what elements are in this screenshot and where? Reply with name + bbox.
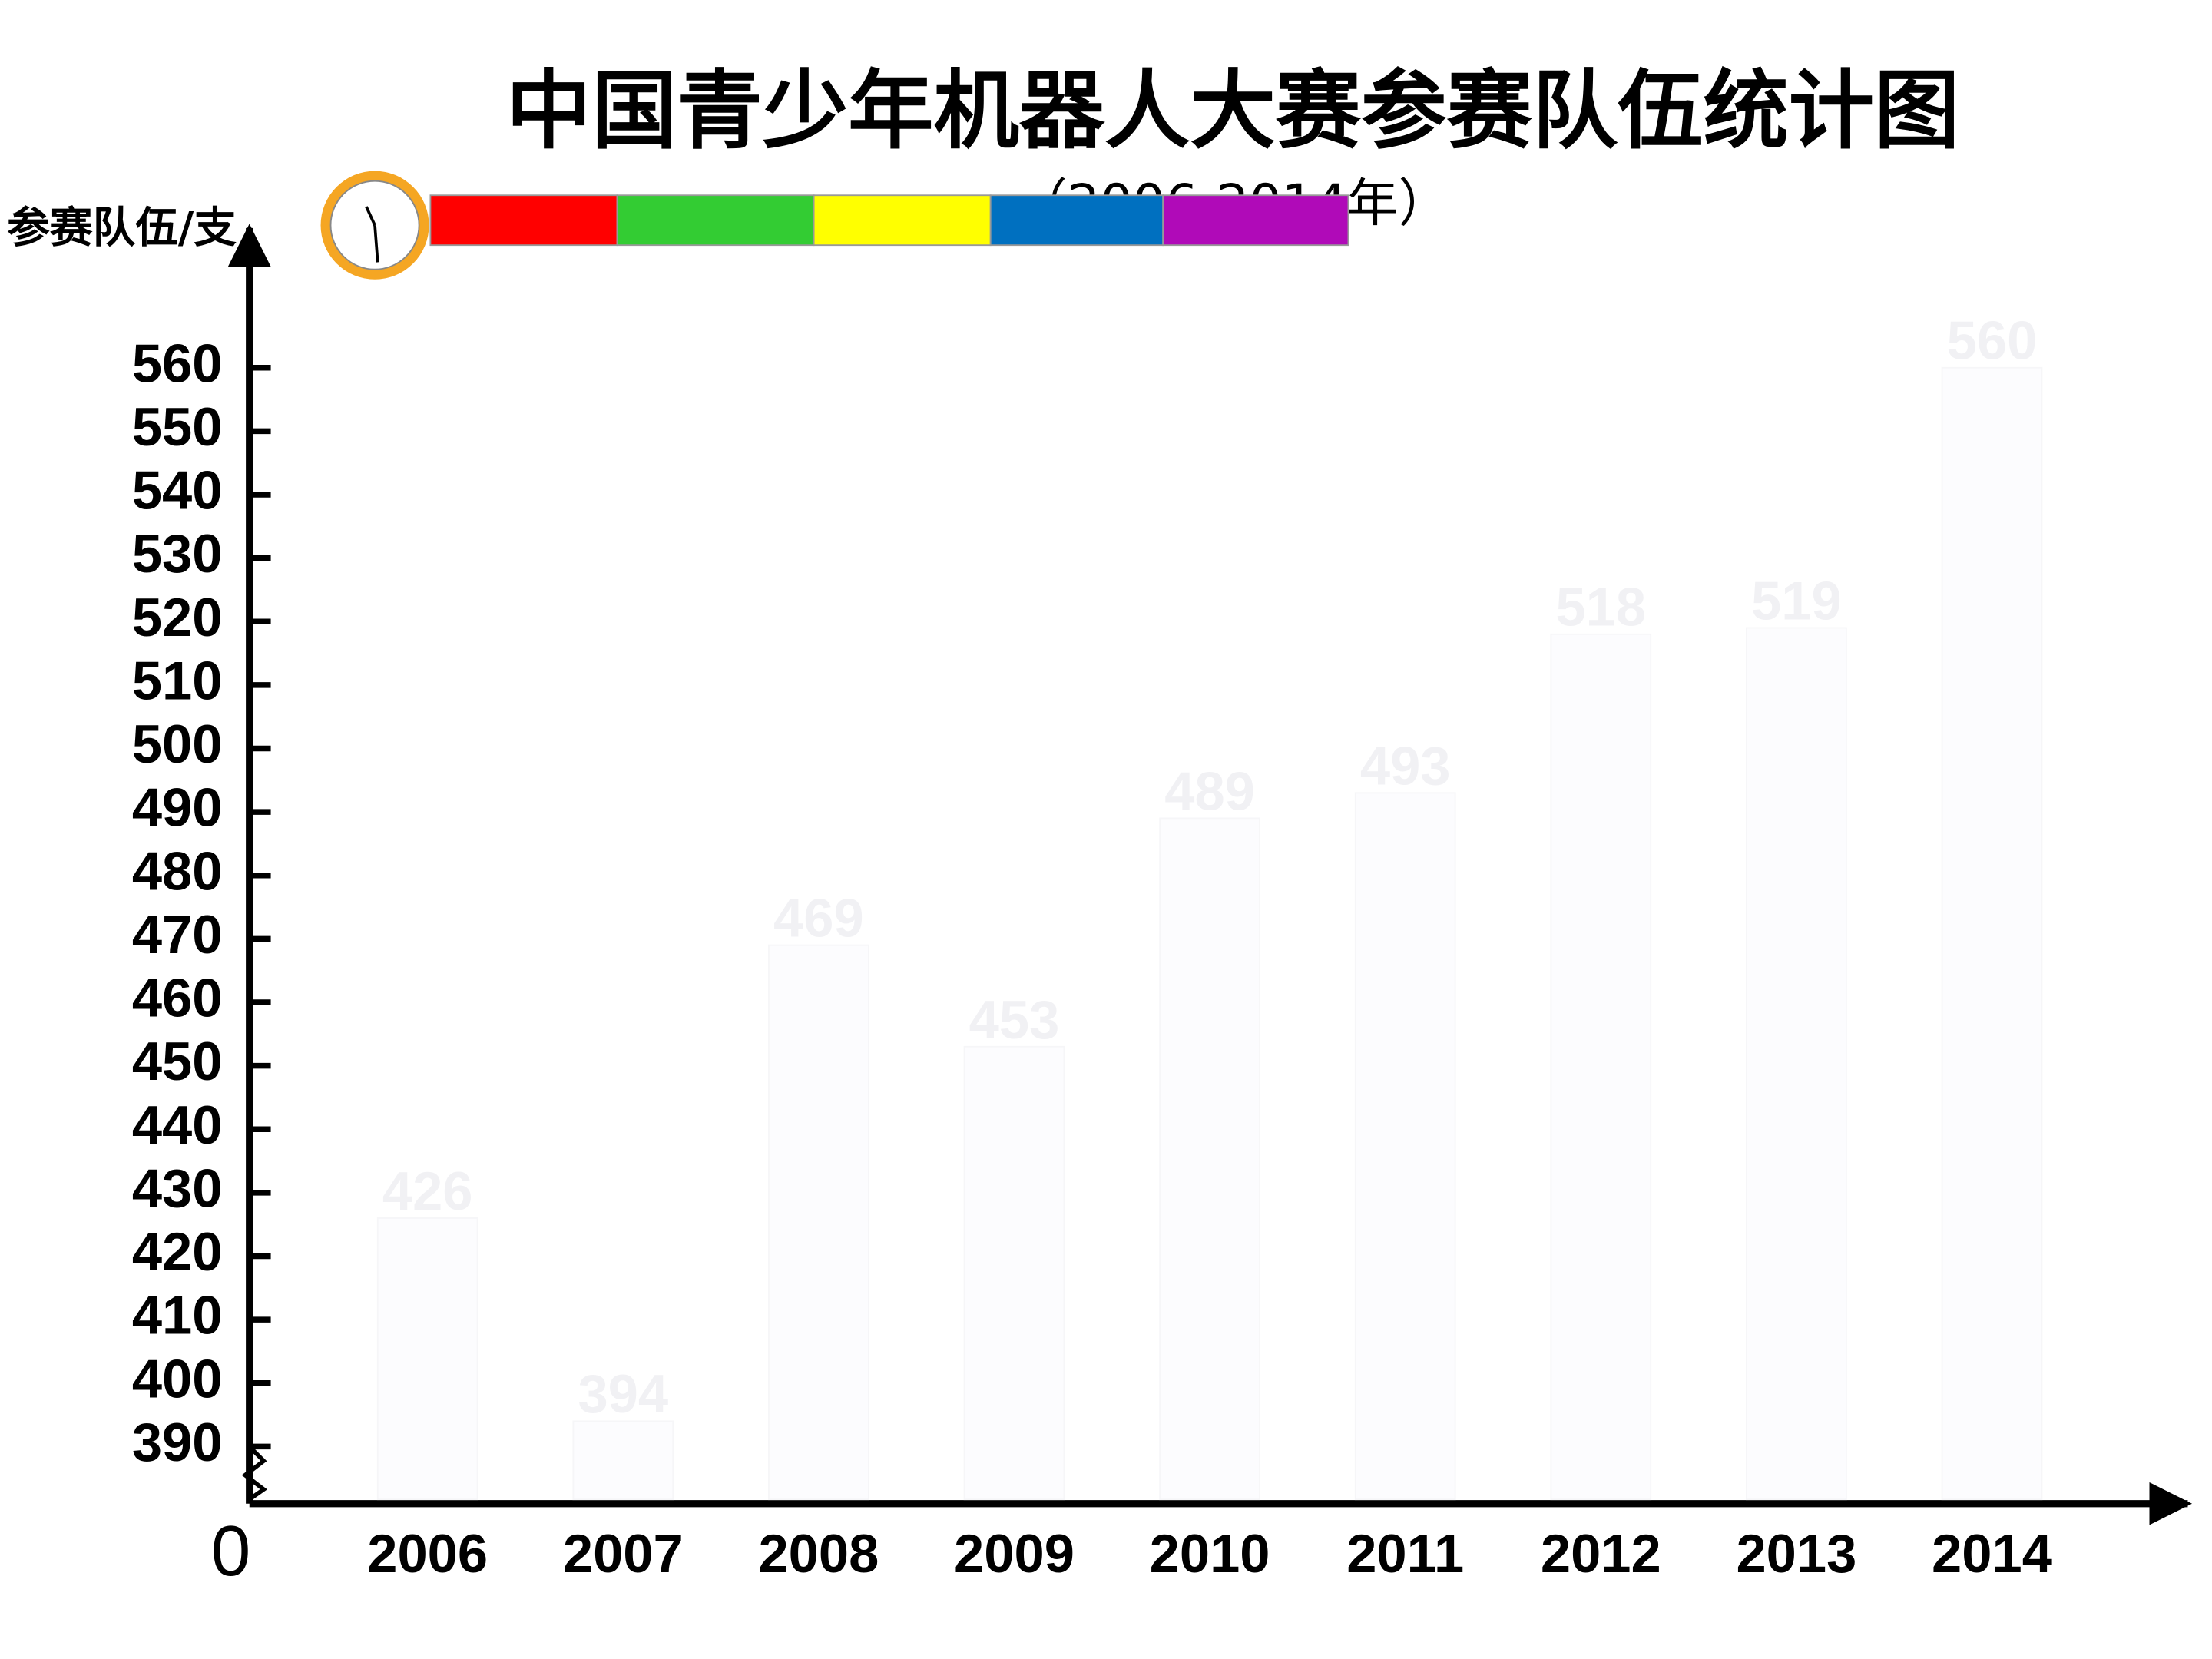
x-tick-label: 2013 [1736,1523,1856,1584]
bar [1354,792,1456,1501]
x-tick-label: 2007 [563,1523,684,1584]
x-tick-label: 2011 [1346,1523,1464,1584]
y-tick-label: 450 [132,1031,223,1091]
x-tick-label: 2012 [1541,1523,1661,1584]
value-label: 518 [1555,577,1646,637]
value-label: 519 [1751,570,1842,631]
bar [1941,366,2043,1501]
y-tick-label: 400 [132,1348,223,1409]
y-tick-label: 440 [132,1094,223,1155]
origin-label: 0 [211,1511,251,1591]
x-tick-label: 2006 [367,1523,488,1584]
x-tick-label: 2014 [1932,1523,2052,1584]
y-tick-label: 480 [132,840,223,901]
y-tick-label: 410 [132,1285,223,1346]
x-tick-label: 2009 [954,1523,1075,1584]
y-tick-label: 500 [132,714,223,774]
y-tick-label: 530 [132,523,223,584]
bar [963,1045,1065,1501]
bar [1746,627,1847,1501]
bar [1159,817,1260,1501]
x-tick-label: 2008 [758,1523,879,1584]
y-axis-label: 参赛队伍/支 [7,203,237,253]
value-label: 489 [1164,760,1255,821]
value-label: 560 [1947,310,2038,371]
bar [572,1420,674,1501]
y-tick-label: 490 [132,777,223,838]
y-tick-label: 540 [132,460,223,521]
y-tick-label: 430 [132,1157,223,1218]
y-tick-label: 470 [132,904,223,965]
value-label: 493 [1360,735,1451,796]
value-label: 426 [382,1161,473,1221]
y-tick-label: 390 [132,1412,223,1472]
y-tick-label: 520 [132,587,223,647]
chart-title: 中国青少年机器人大赛参赛队伍统计图 [506,61,1960,161]
value-label: 453 [969,989,1060,1050]
x-tick-label: 2010 [1150,1523,1270,1584]
bar [1550,633,1652,1501]
value-label: 469 [773,888,864,949]
bar [376,1217,478,1501]
axis-break [241,1445,268,1502]
bar [768,944,869,1501]
y-tick-label: 460 [132,968,223,1028]
y-tick-label: 560 [132,333,223,393]
y-tick-label: 420 [132,1221,223,1282]
decoration [320,171,1349,280]
y-tick-label: 550 [132,396,223,457]
y-tick-label: 510 [132,651,223,711]
value-label: 394 [578,1363,668,1424]
